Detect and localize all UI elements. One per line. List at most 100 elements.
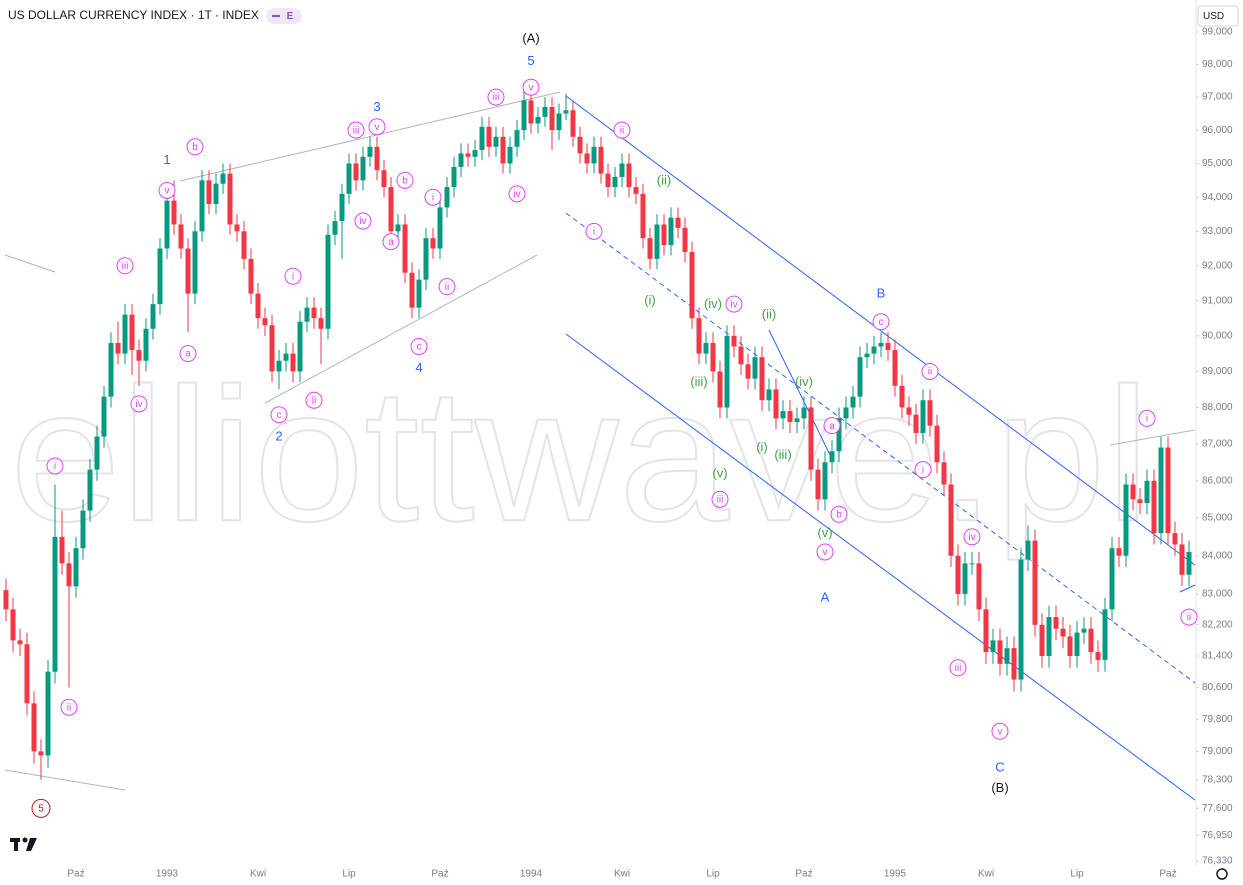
- wave-label: B: [877, 286, 886, 301]
- wave-label: 5: [31, 798, 51, 818]
- candle: [591, 136, 597, 174]
- candle: [535, 106, 541, 134]
- y-tick-label: 88,000: [1202, 402, 1233, 413]
- candle: [59, 510, 65, 575]
- y-tick-label: 76,330: [1202, 856, 1233, 867]
- wave-text: (v): [712, 465, 727, 480]
- candle-body: [696, 318, 702, 354]
- candle-body: [962, 563, 968, 594]
- candle: [780, 400, 786, 430]
- candle-body: [346, 163, 352, 194]
- candle-body: [1109, 548, 1115, 610]
- candle-body: [927, 400, 933, 426]
- candle: [1137, 488, 1143, 515]
- candle-body: [500, 136, 506, 164]
- wave-label: i: [284, 267, 302, 285]
- candle: [822, 451, 828, 511]
- candle: [157, 238, 163, 315]
- wave-text: 2: [275, 429, 282, 444]
- candle: [1067, 624, 1073, 668]
- wave-label: b: [830, 505, 848, 523]
- wave-label: c: [270, 406, 288, 424]
- y-tick-label: 99,000: [1202, 27, 1233, 38]
- candle-body: [759, 357, 765, 401]
- wave-text: i: [432, 192, 434, 203]
- candle: [458, 143, 464, 177]
- candle: [717, 360, 723, 419]
- candle-body: [1186, 551, 1192, 575]
- candle: [682, 217, 688, 263]
- wave-label: ii: [60, 698, 78, 716]
- candle: [241, 221, 247, 270]
- candle: [962, 551, 968, 606]
- candle-body: [227, 173, 233, 225]
- candle-body: [822, 462, 828, 500]
- candle: [1018, 548, 1024, 692]
- candle-body: [1158, 447, 1164, 534]
- wave-label: (i): [644, 293, 656, 308]
- candle: [808, 396, 814, 481]
- y-tick-label: 84,000: [1202, 550, 1233, 561]
- candle-body: [507, 146, 513, 164]
- y-tick-label: 89,000: [1202, 366, 1233, 377]
- candle-body: [1067, 636, 1073, 656]
- candle-body: [598, 146, 604, 174]
- wave-label: A: [821, 590, 830, 605]
- wave-label: c: [410, 337, 428, 355]
- wave-label: iv: [963, 528, 981, 546]
- currency-box[interactable]: [1197, 5, 1239, 27]
- wave-circle: [305, 391, 323, 409]
- candle: [409, 262, 415, 319]
- candle: [878, 332, 884, 358]
- wave-circle: [46, 457, 64, 475]
- candle-body: [115, 342, 121, 354]
- x-tick-label: 1993: [156, 869, 179, 880]
- candle: [234, 214, 240, 242]
- candle-body: [94, 436, 100, 470]
- wave-text: v: [165, 186, 170, 197]
- candle: [262, 307, 268, 336]
- wave-text: i: [1146, 414, 1148, 425]
- candle: [892, 339, 898, 397]
- wave-label: iii: [949, 659, 967, 677]
- y-tick-label: 93,000: [1202, 226, 1233, 237]
- candle-body: [318, 318, 324, 329]
- candle-body: [647, 238, 653, 259]
- candle: [493, 126, 499, 157]
- candle: [374, 136, 380, 181]
- candle: [647, 227, 653, 270]
- wave-label: (v): [817, 525, 832, 540]
- wave-text: ii: [1187, 612, 1191, 623]
- candle: [1074, 620, 1080, 668]
- wave-text: iv: [730, 299, 737, 310]
- wave-label: (ii): [762, 307, 776, 322]
- settings-icon[interactable]: [1216, 868, 1228, 880]
- candle-body: [535, 116, 541, 124]
- candle: [255, 283, 261, 329]
- candle-body: [794, 418, 800, 423]
- candle-body: [367, 146, 373, 157]
- channel: [565, 95, 1196, 801]
- wave-label: v: [522, 78, 540, 96]
- candle-body: [955, 555, 961, 594]
- y-tick-label: 85,000: [1202, 513, 1233, 524]
- wave-label: ii: [921, 362, 939, 380]
- badge[interactable]: [266, 8, 302, 24]
- y-tick-label: 83,000: [1202, 589, 1233, 600]
- wave-text: i: [292, 271, 294, 282]
- candle-body: [731, 335, 737, 347]
- wave-text: (iii): [774, 447, 791, 462]
- candle-body: [276, 360, 282, 372]
- candle-body: [451, 166, 457, 188]
- candle: [871, 335, 877, 365]
- candle-body: [675, 217, 681, 228]
- candle: [1109, 536, 1115, 621]
- wave-circle: [522, 78, 540, 96]
- candle-body: [990, 640, 996, 653]
- candle: [311, 297, 317, 329]
- wave-text: i: [593, 226, 595, 237]
- candle: [577, 126, 583, 164]
- candle: [570, 100, 576, 147]
- wave-circle: [438, 278, 456, 296]
- wave-label: iii: [347, 121, 365, 139]
